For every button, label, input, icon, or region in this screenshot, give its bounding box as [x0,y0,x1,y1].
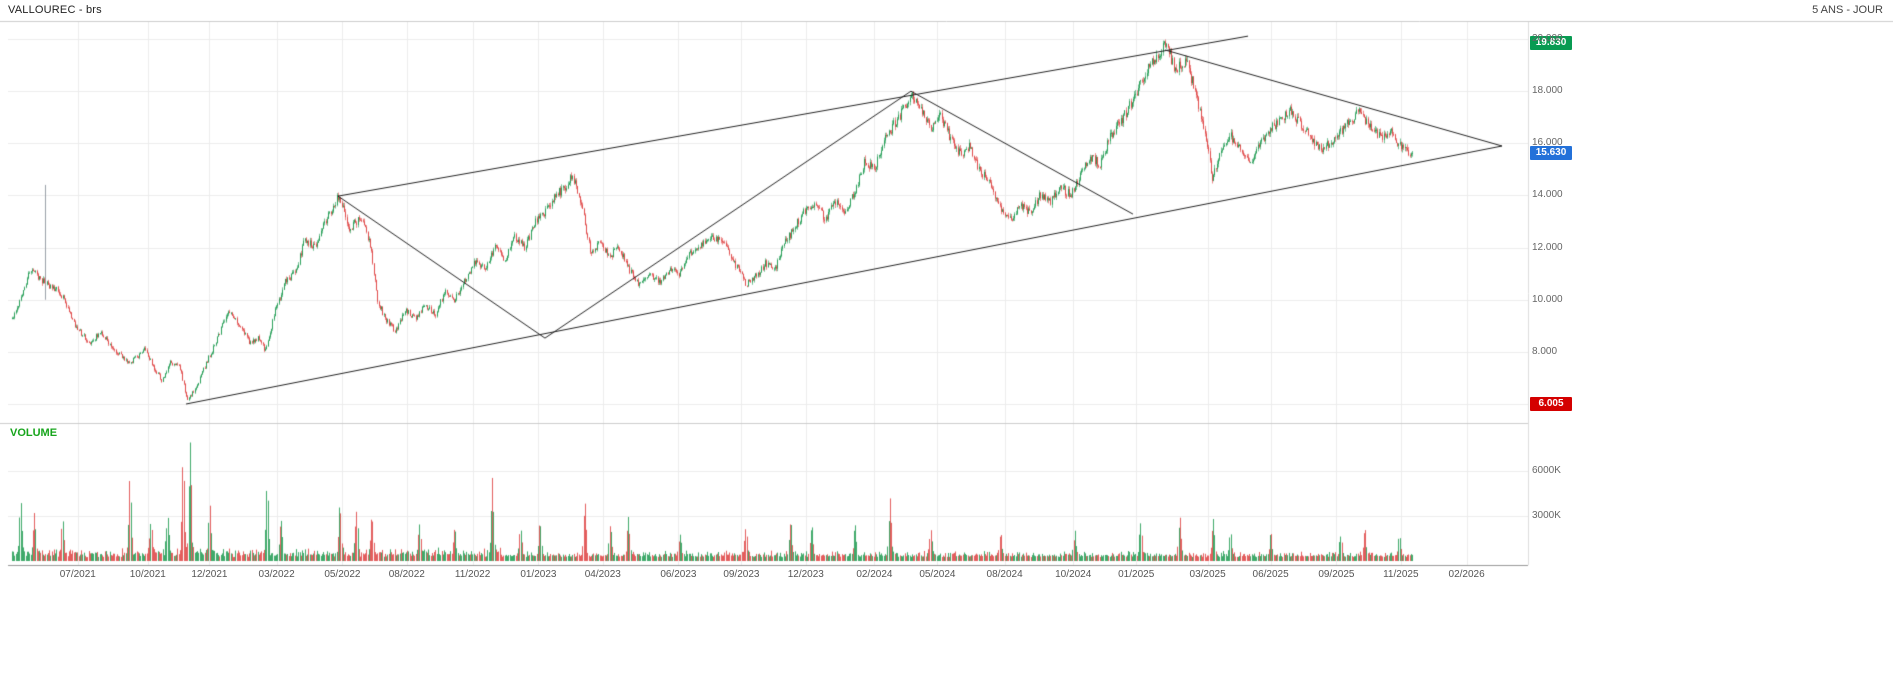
date-tick-label: 09/2023 [723,569,760,580]
period-high-badge: 19.830 [1530,36,1572,51]
date-tick-label: 08/2024 [986,569,1023,580]
date-tick-label: 02/2026 [1448,569,1485,580]
price-tick-label: 14.000 [1532,189,1563,201]
date-tick-label: 01/2023 [520,569,557,580]
volume-pane-label: VOLUME [10,427,58,439]
price-tick-label: 12.000 [1532,241,1563,253]
price-tick-label: 10.000 [1532,293,1563,305]
date-tick-label: 11/2025 [1383,569,1419,580]
date-tick-label: 12/2023 [787,569,824,580]
date-tick-label: 02/2024 [856,569,893,580]
date-tick-label: 07/2021 [59,569,96,580]
price-tick-label: 16.000 [1532,137,1563,149]
date-tick-label: 11/2022 [454,569,491,580]
date-tick-label: 04/2023 [584,569,621,580]
instrument-title: VALLOUREC - brs [8,4,102,16]
volume-tick-label: 3000K [1532,510,1561,521]
price-tick-label: 20.000 [1532,32,1563,44]
date-tick-label: 05/2024 [919,569,956,580]
volume-tick-label: 6000K [1532,465,1561,476]
date-tick-label: 06/2025 [1252,569,1289,580]
date-tick-label: 09/2025 [1318,569,1355,580]
price-tick-label: 18.000 [1532,84,1563,96]
date-tick-label: 12/2021 [191,569,228,580]
date-tick-label: 06/2023 [660,569,697,580]
date-tick-label: 05/2022 [324,569,361,580]
date-tick-label: 01/2025 [1118,569,1155,580]
period-low-badge: 6.005 [1530,397,1572,411]
date-tick-label: 08/2022 [388,569,425,580]
price-tick-label: 8.000 [1532,345,1558,357]
date-tick-label: 10/2021 [129,569,166,580]
date-tick-label: 03/2022 [258,569,295,580]
date-tick-label: 03/2025 [1189,569,1226,580]
timeframe-label[interactable]: 5 ANS - JOUR [1812,4,1883,16]
date-tick-label: 10/2024 [1055,569,1092,580]
last-price-badge: 15.630 [1530,145,1572,160]
